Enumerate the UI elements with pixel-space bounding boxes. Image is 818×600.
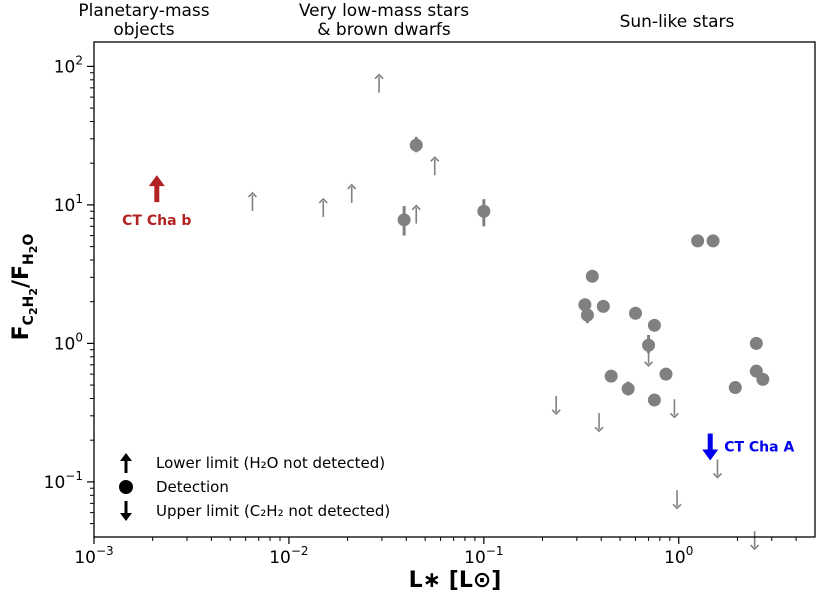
legend-entry-1: Detection — [119, 478, 229, 496]
region-label-very-low-mass: Very low-mass stars & brown dwarfs — [298, 1, 470, 40]
detection-point-13 — [647, 393, 661, 407]
detection-point-8 — [647, 318, 661, 332]
upper-limit-arrow-1 — [551, 395, 561, 415]
detection-point-18 — [756, 372, 770, 386]
upper-limit-arrow-5 — [672, 490, 682, 510]
lower-limit-arrow-0 — [247, 191, 258, 211]
x-tick-label-2: 10−1 — [464, 544, 503, 568]
x-tick-label-3: 100 — [664, 544, 693, 568]
y-tick-label-3: 102 — [54, 53, 83, 77]
lower-limit-arrow-4 — [411, 204, 421, 224]
detection-point-15 — [706, 234, 720, 248]
legend-symbol-1 — [119, 480, 133, 494]
axis-ticks: 10−3 10−2 10−1 100 10−1 100 101 102 — [44, 53, 797, 568]
detection-point-11 — [621, 382, 635, 396]
detection-point-6 — [596, 299, 610, 313]
y-axis-label: FC2H2/FH2O — [9, 233, 41, 341]
detection-point-14 — [691, 234, 705, 248]
detection-point-12 — [659, 367, 673, 381]
legend-label-1: Detection — [156, 478, 229, 496]
region-label-planetary: Planetary-mass objects — [78, 1, 210, 40]
detection-point-1 — [397, 213, 411, 227]
upper-limit-arrow-4 — [712, 459, 723, 479]
legend-label-0: Lower limit (H₂O not detected) — [156, 454, 385, 472]
detection-point-9 — [642, 338, 656, 352]
y-tick-label-0: 10−1 — [44, 469, 83, 493]
detection-point-16 — [749, 336, 763, 350]
lower-limit-arrow-1 — [318, 197, 328, 217]
lower-limit-arrow-5 — [430, 156, 440, 176]
ct-cha-b-label: CT Cha b — [122, 213, 191, 229]
ct-cha-a-label: CT Cha A — [724, 440, 794, 456]
legend-symbol-2 — [120, 501, 132, 521]
y-tick-label-2: 101 — [54, 192, 83, 216]
detection-point-19 — [728, 381, 742, 395]
detection-point-2 — [477, 204, 491, 218]
detection-point-7 — [629, 306, 643, 320]
detection-point-5 — [580, 308, 594, 322]
legend-symbol-0 — [120, 453, 132, 473]
upper-limit-arrow-3 — [669, 399, 679, 419]
lower-limit-arrow-2 — [347, 183, 357, 203]
upper-limit-arrow-2 — [594, 413, 604, 433]
ct-cha-a-arrow — [702, 433, 719, 461]
detection-point-10 — [604, 369, 618, 383]
x-axis-label: L∗ [L⊙] — [408, 568, 502, 593]
legend-entry-0: Lower limit (H₂O not detected) — [120, 453, 385, 473]
plot-area — [93, 41, 816, 538]
ct-cha-b-arrow — [148, 175, 165, 203]
legend-label-2: Upper limit (C₂H₂ not detected) — [156, 502, 390, 520]
legend: Lower limit (H₂O not detected) Detection U… — [119, 453, 390, 521]
y-tick-label-1: 100 — [54, 330, 83, 354]
detection-point-3 — [585, 269, 599, 283]
region-label-sun-like: Sun-like stars — [619, 12, 735, 32]
x-tick-label-1: 10−2 — [269, 544, 308, 568]
upper-limit-arrow-6 — [750, 531, 760, 551]
chart-marks: CT Cha b CT Cha A — [122, 73, 794, 551]
legend-entry-2: Upper limit (C₂H₂ not detected) — [120, 501, 390, 521]
x-tick-label-0: 10−3 — [74, 544, 113, 568]
detection-point-0 — [409, 138, 423, 152]
lower-limit-arrow-3 — [374, 73, 384, 93]
